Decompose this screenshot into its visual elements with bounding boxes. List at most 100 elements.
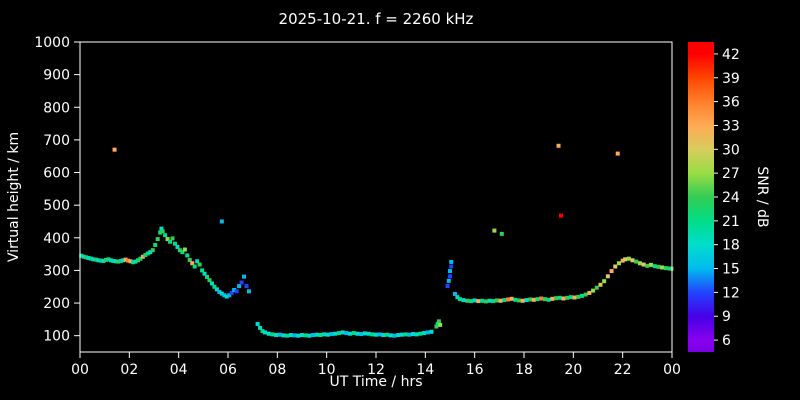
data-point [546,297,551,302]
data-point [502,298,507,303]
data-point [237,284,242,289]
data-point [448,269,452,274]
data-point [656,264,661,269]
colorbar-tick-label: 21 [722,214,740,230]
data-point [559,213,563,218]
colorbar-tick-label: 24 [722,190,740,206]
data-point [113,259,118,264]
data-point [602,279,607,284]
data-point [180,250,185,255]
data-point [325,332,330,337]
data-point [623,257,628,262]
x-tick-label: 20 [564,362,582,378]
data-point [165,237,170,242]
data-point [123,257,128,262]
data-point [155,237,160,242]
data-point [579,293,584,298]
data-point [128,259,133,264]
data-point [557,295,562,300]
data-point [322,332,327,337]
data-point [138,256,143,261]
data-point [118,258,123,263]
data-point [446,278,451,283]
data-point [311,333,316,338]
y-tick-label: 100 [43,329,70,345]
data-point [150,248,155,253]
data-point [542,297,547,302]
x-tick-label: 00 [663,362,681,378]
data-point [377,332,382,337]
data-point [187,257,192,262]
data-point [234,289,239,294]
data-point [348,331,353,336]
colorbar-tick-label: 30 [722,142,740,158]
colorbar [688,42,714,352]
data-point [351,331,356,336]
data-point [598,282,603,287]
chart-title: 2025-10-21. f = 2260 kHz [278,10,474,28]
y-tick-label: 600 [43,166,70,182]
data-point [381,333,386,338]
x-tick-label: 04 [170,362,188,378]
data-point [550,296,555,301]
colorbar-ticks: 6 9 12 15 18 21 24 27 30 33 36 39 42 [714,47,740,349]
data-point [135,258,140,263]
data-point [498,298,503,303]
data-point [229,290,234,295]
data-point [630,258,635,263]
colorbar-tick-label: 6 [722,333,731,349]
data-point [468,299,473,304]
x-axis-ticks: 00 02 04 06 08 10 12 14 16 18 20 22 00 [71,352,681,378]
data-point [303,333,308,338]
x-tick-label: 14 [416,362,434,378]
data-point [200,268,205,273]
data-point [126,258,131,263]
data-point [528,297,533,302]
data-point [392,333,397,338]
y-axis-label: Virtual height / km [6,131,22,263]
data-point [258,325,263,330]
data-point [158,230,163,235]
y-tick-label: 400 [43,231,70,247]
data-point [281,333,286,338]
x-tick-label: 10 [318,362,336,378]
data-point [224,294,229,299]
data-point [116,259,121,264]
data-point [418,331,423,336]
data-point [435,321,440,326]
data-point [266,331,271,336]
data-point [202,271,207,276]
data-point [374,332,378,337]
data-point [652,264,657,269]
data-point [81,254,86,259]
scatter-points [79,143,674,338]
data-point [300,333,304,338]
data-point [422,331,427,336]
data-point [288,333,293,338]
data-point [148,250,153,255]
x-tick-label: 18 [515,362,533,378]
data-point [101,258,106,263]
data-point [554,296,559,301]
data-point [520,298,525,303]
data-point [159,226,164,231]
data-point [112,147,117,152]
y-tick-label: 1000 [34,35,70,51]
data-point [594,285,599,290]
data-point [505,297,510,302]
data-point [616,261,621,266]
data-point [359,332,364,337]
data-point [133,259,138,264]
data-point [212,284,217,289]
data-point [170,236,175,241]
colorbar-tick-label: 18 [722,238,740,254]
data-point [185,253,190,258]
data-point [333,331,338,336]
plot-frame [79,41,673,353]
data-point [190,261,195,266]
data-point [620,258,625,263]
data-point [429,329,434,334]
x-tick-label: 00 [71,362,89,378]
data-point [255,321,260,326]
